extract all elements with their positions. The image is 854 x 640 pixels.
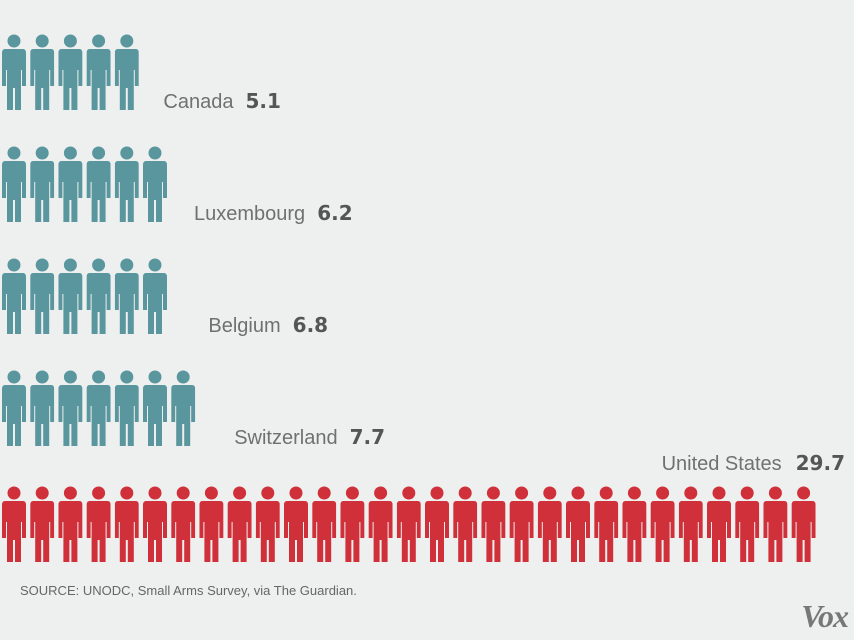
person-icon — [2, 370, 26, 446]
person-icon — [425, 486, 449, 562]
person-icon — [143, 258, 167, 334]
value-label: 29.7 — [796, 451, 845, 475]
person-icon — [678, 486, 703, 562]
person-icon — [763, 486, 788, 562]
person-icon — [58, 34, 83, 110]
person-icon — [396, 486, 421, 562]
person-icon — [143, 486, 167, 562]
person-icon — [707, 486, 731, 562]
person-icon — [566, 486, 590, 562]
person-icon — [86, 34, 111, 110]
person-icon — [58, 486, 83, 562]
person-icon — [143, 370, 167, 446]
person-icon — [368, 486, 393, 562]
person-icon — [255, 486, 280, 562]
person-icon — [537, 486, 562, 562]
person-icon — [58, 370, 83, 446]
person-icon — [509, 486, 534, 562]
person-icon — [199, 486, 224, 562]
person-icon — [30, 34, 55, 110]
person-icon — [58, 146, 83, 222]
row-switzerland: Switzerland 7.7 — [2, 370, 385, 449]
person-icon — [171, 370, 196, 446]
row-luxembourg: Luxembourg 6.2 — [2, 146, 353, 225]
value-label: 6.2 — [317, 201, 352, 225]
person-icon — [2, 34, 26, 110]
row-belgium: Belgium 6.8 — [2, 258, 328, 337]
person-icon — [30, 486, 55, 562]
person-icon — [622, 486, 647, 562]
person-icon — [481, 486, 506, 562]
person-icon — [86, 486, 111, 562]
person-icon — [86, 258, 111, 334]
value-label: 7.7 — [350, 425, 385, 449]
person-icon — [819, 486, 837, 562]
person-icon — [312, 486, 337, 562]
country-label: Canada — [163, 91, 234, 113]
person-icon — [86, 370, 111, 446]
person-icon — [171, 486, 196, 562]
person-icon — [114, 34, 139, 110]
country-label: Belgium — [208, 315, 280, 337]
row-united-states: United States 29.7 — [2, 451, 845, 562]
country-label: United States — [662, 453, 782, 475]
person-icon — [2, 486, 26, 562]
row-canada: Canada 5.1 — [2, 34, 281, 113]
person-icon — [453, 486, 478, 562]
source-note: SOURCE: UNODC, Small Arms Survey, via Th… — [20, 583, 357, 598]
vox-logo: Vox — [801, 598, 849, 634]
person-icon — [171, 146, 176, 222]
person-icon — [340, 486, 365, 562]
person-icon — [2, 146, 26, 222]
person-icon — [2, 258, 26, 334]
person-icon — [143, 146, 167, 222]
person-icon — [735, 486, 760, 562]
person-icon — [58, 258, 83, 334]
person-icon — [114, 146, 139, 222]
value-label: 5.1 — [245, 89, 280, 113]
person-icon — [284, 486, 308, 562]
person-icon — [30, 146, 55, 222]
person-icon — [791, 486, 816, 562]
person-icon — [594, 486, 619, 562]
country-label: Switzerland — [234, 427, 337, 449]
person-icon — [114, 370, 139, 446]
person-icon — [171, 258, 191, 334]
country-label: Luxembourg — [194, 203, 305, 225]
person-icon — [86, 146, 111, 222]
person-icon — [30, 258, 55, 334]
person-icon — [30, 370, 55, 446]
value-label: 6.8 — [293, 313, 328, 337]
person-icon — [227, 486, 252, 562]
person-icon — [650, 486, 675, 562]
person-icon — [199, 370, 217, 446]
person-icon — [114, 258, 139, 334]
person-icon — [114, 486, 139, 562]
